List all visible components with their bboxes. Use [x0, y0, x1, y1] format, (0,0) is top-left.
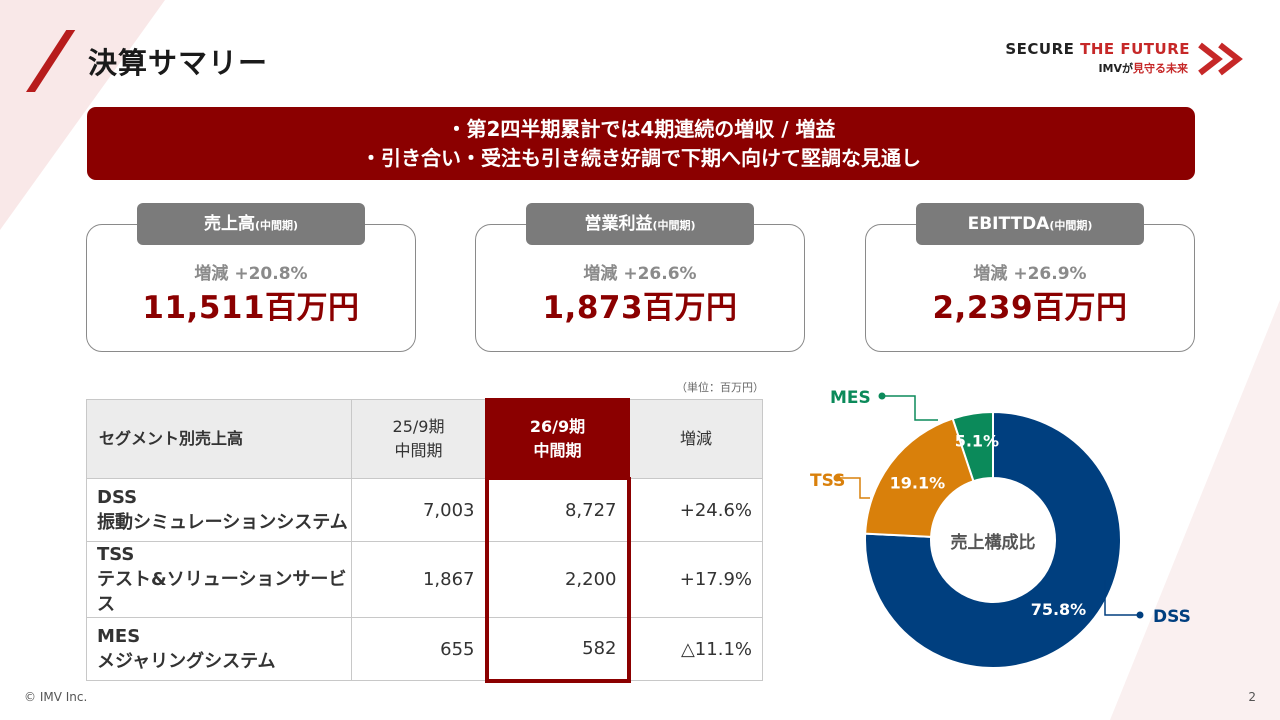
brand-subtagline-part2: 見守る未来	[1133, 62, 1188, 75]
segment-code: MES	[97, 626, 141, 647]
kpi-card-sales: 増減 +20.8% 11,511百万円	[86, 224, 416, 352]
brand-logo: SECURE THE FUTURE IMVが見守る未来	[1005, 40, 1252, 80]
summary-banner: ・第2四半期累計では4期連続の増収 / 増益 ・引き合い・受注も引き続き好調で下…	[87, 107, 1195, 180]
page-number: 2	[1248, 690, 1256, 704]
kpi-label-small: (中間期)	[254, 219, 299, 232]
kpi-card-ebitda: 増減 +26.9% 2,239百万円	[865, 224, 1195, 352]
table-unit-note: （単位：百万円）	[676, 381, 764, 394]
banner-line-2: ・引き合い・受注も引き続き好調で下期へ向けて堅調な見通し	[361, 146, 921, 170]
kpi-label-operating-profit: 営業利益(中間期)	[526, 203, 754, 245]
header-prev-period-line2: 中間期	[394, 441, 443, 460]
change-value: △11.1%	[628, 617, 763, 681]
kpi-value: 11,511百万円	[142, 290, 360, 326]
kpi-change: 増減 +26.9%	[973, 264, 1087, 284]
double-chevron-icon	[1198, 42, 1243, 76]
header-current-period-line1: 26/9期	[529, 417, 586, 436]
table-row: TSS テスト&ソリューションサービス 1,867 2,200 +17.9%	[86, 541, 763, 618]
copyright: © IMV Inc.	[24, 690, 88, 704]
segment-fullname: メジャリングシステム	[97, 651, 276, 672]
table-row: DSS 振動シミュレーションシステム 7,003 8,727 +24.6%	[86, 478, 763, 542]
header-change: 増減	[628, 399, 763, 479]
prev-value: 655	[351, 617, 487, 681]
leader-line-mes	[882, 395, 938, 421]
table-row: MES メジャリングシステム 655 582 △11.1%	[86, 617, 763, 683]
table-header-row: セグメント別売上高 25/9期中間期 26/9期中間期 増減	[86, 398, 763, 480]
brand-subtagline-part1: IMVが	[1098, 62, 1133, 75]
brand-tagline: SECURE THE FUTURE	[1005, 40, 1190, 58]
donut-legend-label-dss: DSS	[1153, 607, 1191, 627]
kpi-change: 増減 +20.8%	[194, 264, 308, 284]
brand-tagline-part1: SECURE	[1005, 40, 1081, 58]
kpi-label-ebitda: EBITTDA(中間期)	[916, 203, 1144, 245]
donut-percent-label-dss: 75.8%	[1031, 600, 1087, 619]
brand-subtagline: IMVが見守る未来	[1098, 60, 1188, 76]
segment-name-cell: DSS 振動シミュレーションシステム	[86, 478, 352, 542]
donut-center-label: 売上構成比	[951, 532, 1036, 553]
donut-percent-label-mes: 5.1%	[955, 431, 999, 450]
sales-composition-donut-chart: 75.8% DSS 19.1% TSS 5.1% MES 売上構成比	[810, 388, 1191, 669]
header-current-period-line2: 中間期	[533, 441, 582, 460]
page-title: 決算サマリー	[88, 46, 269, 80]
segment-code: TSS	[97, 544, 135, 565]
current-value: 582	[484, 617, 631, 683]
kpi-value: 2,239百万円	[932, 290, 1128, 326]
donut-leader-lines	[833, 392, 1144, 619]
kpi-value: 1,873百万円	[542, 290, 738, 326]
leader-line-tss	[837, 477, 870, 499]
donut-slice-tss	[864, 417, 975, 538]
kpi-label-text: 売上高	[203, 214, 255, 234]
leader-dot-dss	[1136, 611, 1144, 619]
leader-dot-mes	[878, 392, 886, 400]
donut-slice-mes	[951, 410, 994, 483]
donut-legend-label-mes: MES	[830, 388, 871, 408]
donut-percent-label-tss: 19.1%	[890, 473, 946, 492]
header-segment: セグメント別売上高	[86, 399, 352, 479]
segment-fullname: テスト&ソリューションサービス	[97, 569, 347, 615]
kpi-card-operating-profit: 増減 +26.6% 1,873百万円	[475, 224, 805, 352]
kpi-label-text: 営業利益	[584, 214, 653, 234]
prev-value: 1,867	[351, 541, 487, 618]
current-value: 2,200	[484, 541, 631, 618]
segment-name-cell: MES メジャリングシステム	[86, 617, 352, 681]
header-prev-period-line1: 25/9期	[392, 417, 445, 436]
segment-fullname: 振動シミュレーションシステム	[97, 512, 348, 533]
current-value: 8,727	[484, 478, 631, 542]
leader-dot-tss	[833, 474, 841, 482]
kpi-label-sales: 売上高(中間期)	[137, 203, 365, 245]
kpi-label-small: (中間期)	[652, 219, 696, 232]
segment-name-cell: TSS テスト&ソリューションサービス	[86, 541, 352, 618]
banner-line-1: ・第2四半期累計では4期連続の増収 / 増益	[446, 117, 836, 141]
kpi-label-small: (中間期)	[1049, 219, 1093, 232]
donut-legend-label-tss: TSS	[810, 471, 845, 491]
change-value: +17.9%	[628, 541, 763, 618]
leader-line-dss	[1104, 580, 1140, 616]
donut-slices	[864, 410, 1122, 669]
header-current-period: 26/9期中間期	[485, 398, 630, 480]
prev-value: 7,003	[351, 478, 487, 542]
segment-code: DSS	[97, 487, 138, 508]
header-prev-period: 25/9期中間期	[351, 399, 487, 479]
change-value: +24.6%	[628, 478, 763, 542]
segment-sales-table: セグメント別売上高 25/9期中間期 26/9期中間期 増減 DSS 振動シミュレ…	[86, 398, 763, 683]
donut-labels: 75.8% DSS 19.1% TSS 5.1% MES	[810, 388, 1191, 627]
background-accent-bottom-right	[1110, 300, 1280, 720]
kpi-change: 増減 +26.6%	[583, 264, 697, 284]
donut-slice-dss	[864, 410, 1122, 669]
brand-tagline-part2: THE FUTURE	[1080, 40, 1190, 58]
kpi-label-text: EBITTDA	[967, 214, 1050, 234]
